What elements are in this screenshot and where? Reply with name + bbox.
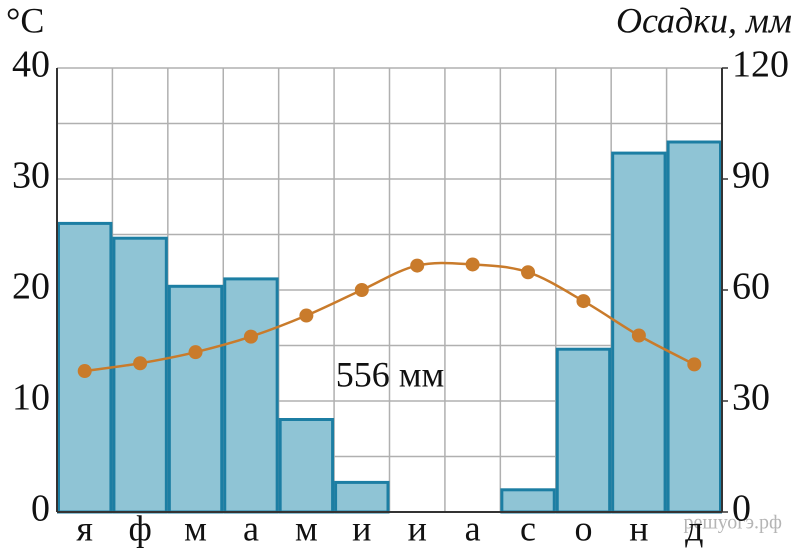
x-tick-label: а — [465, 508, 481, 548]
bar — [167, 284, 224, 514]
y2-axis-label: Осадки, мм — [616, 0, 792, 40]
temperature-point — [77, 364, 92, 379]
y2-tick-label: 30 — [732, 377, 770, 419]
bar — [112, 236, 168, 514]
y-tick-label: 0 — [31, 488, 50, 530]
y2-tick-label: 90 — [732, 155, 770, 197]
x-tick-label: н — [629, 508, 648, 548]
x-tick-label: м — [295, 508, 318, 548]
y-tick-label: 10 — [12, 377, 50, 419]
y2-tick-label: 120 — [732, 44, 789, 86]
x-tick-label: д — [685, 508, 703, 548]
x-tick-label: я — [76, 508, 93, 548]
bar — [666, 140, 722, 514]
x-tick-label: а — [243, 508, 259, 548]
y-tick-label: 40 — [12, 44, 50, 86]
temperature-point — [576, 294, 591, 309]
temperature-point — [631, 328, 646, 343]
watermark: решуогэ.рф — [683, 512, 782, 534]
temperature-point — [188, 345, 203, 360]
y-tick-label: 30 — [12, 155, 50, 197]
temperature-point — [410, 258, 425, 273]
bar — [278, 418, 335, 514]
y2-tick-label: 0 — [732, 488, 751, 530]
y-tick-label: 20 — [12, 266, 50, 308]
x-tick-label: ф — [128, 508, 151, 548]
bar — [223, 277, 279, 514]
x-tick-label: и — [352, 508, 371, 548]
temperature-point — [687, 357, 702, 372]
temperature-point — [521, 265, 536, 280]
temperature-point — [354, 283, 369, 297]
temperature-point — [465, 257, 480, 272]
x-tick-label: о — [574, 508, 592, 548]
temperature-point — [243, 329, 258, 344]
bar — [555, 347, 612, 514]
x-tick-label: и — [408, 508, 427, 548]
y2-tick-label: 60 — [732, 266, 770, 308]
annotation: 556 мм — [336, 354, 445, 394]
x-tick-label: с — [520, 508, 536, 548]
temperature-point — [299, 308, 314, 323]
bar — [334, 480, 390, 514]
x-tick-label: м — [184, 508, 207, 548]
temperature-point — [133, 356, 148, 371]
y-axis-label: °C — [6, 0, 44, 40]
